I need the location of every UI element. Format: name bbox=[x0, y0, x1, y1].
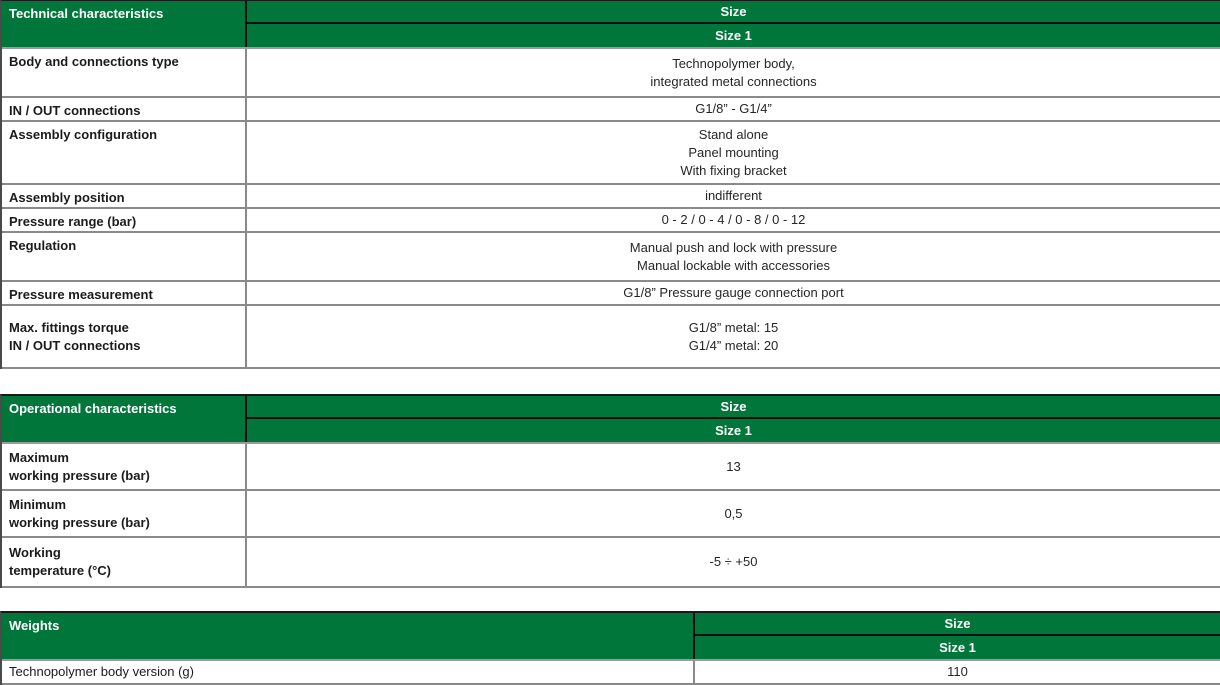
table-row: Pressure range (bar) 0 - 2 / 0 - 4 / 0 -… bbox=[2, 209, 1220, 233]
row-value: Stand alone Panel mounting With fixing b… bbox=[680, 126, 787, 178]
row-label: Pressure measurement bbox=[2, 282, 247, 304]
row-value: Technopolymer body, integrated metal con… bbox=[650, 55, 817, 89]
row-value: 0 - 2 / 0 - 4 / 0 - 8 / 0 - 12 bbox=[661, 212, 806, 227]
table-row: Working temperature (°C) -5 ÷ +50 bbox=[2, 538, 1220, 588]
table-title: Technical characteristics bbox=[2, 1, 247, 47]
size1-column-subheader: Size 1 bbox=[939, 640, 976, 655]
row-value: G1/8” - G1/4” bbox=[695, 101, 772, 116]
table-header: Technical characteristics Size Size 1 bbox=[2, 1, 1220, 49]
row-value: indifferent bbox=[705, 188, 762, 203]
table-row: Regulation Manual push and lock with pre… bbox=[2, 233, 1220, 282]
table-row: Assembly configuration Stand alone Panel… bbox=[2, 122, 1220, 185]
row-value: 0,5 bbox=[724, 505, 743, 521]
row-label: Assembly position bbox=[2, 185, 247, 207]
table-row: Technopolymer body version (g) 110 bbox=[2, 661, 1220, 685]
row-label: Body and connections type bbox=[2, 49, 247, 96]
row-value: G1/8” Pressure gauge connection port bbox=[623, 285, 844, 300]
table-row: Body and connections type Technopolymer … bbox=[2, 49, 1220, 98]
row-label: Minimum working pressure (bar) bbox=[2, 491, 247, 536]
table-row: Max. fittings torque IN / OUT connection… bbox=[2, 306, 1220, 369]
table-row: Maximum working pressure (bar) 13 bbox=[2, 444, 1220, 491]
row-value: 110 bbox=[947, 664, 968, 679]
row-value: 13 bbox=[726, 458, 741, 474]
technical-characteristics-table: Technical characteristics Size Size 1 Bo… bbox=[0, 0, 1220, 369]
size-header-group: Size Size 1 bbox=[247, 396, 1220, 442]
table-header: Operational characteristics Size Size 1 bbox=[2, 396, 1220, 444]
table-row: Minimum working pressure (bar) 0,5 bbox=[2, 491, 1220, 538]
size-column-header: Size bbox=[247, 1, 1220, 24]
table-header: Weights Size Size 1 bbox=[2, 613, 1220, 661]
size-header-group: Size Size 1 bbox=[247, 1, 1220, 47]
size1-column-subheader: Size 1 bbox=[715, 423, 752, 438]
row-label: Working temperature (°C) bbox=[2, 538, 247, 586]
row-label: Pressure range (bar) bbox=[2, 209, 247, 231]
weights-table: Weights Size Size 1 Technopolymer body v… bbox=[0, 611, 1220, 685]
row-value: Manual push and lock with pressure Manua… bbox=[629, 239, 838, 273]
size-column-header: Size bbox=[247, 396, 1220, 419]
row-label: IN / OUT connections bbox=[2, 98, 247, 120]
size-column-header: Size bbox=[695, 613, 1220, 636]
row-label: Regulation bbox=[2, 233, 247, 280]
table-row: Assembly position indifferent bbox=[2, 185, 1220, 209]
table-row: IN / OUT connections G1/8” - G1/4” bbox=[2, 98, 1220, 122]
table-title: Operational characteristics bbox=[2, 396, 247, 442]
table-title: Weights bbox=[2, 613, 695, 659]
row-label: Technopolymer body version (g) bbox=[2, 661, 695, 683]
size1-column-subheader: Size 1 bbox=[715, 28, 752, 43]
size-header-group: Size Size 1 bbox=[695, 613, 1220, 659]
row-label: Max. fittings torque IN / OUT connection… bbox=[2, 306, 247, 367]
row-label: Maximum working pressure (bar) bbox=[2, 444, 247, 489]
row-value: G1/8” metal: 15 G1/4” metal: 20 bbox=[688, 319, 779, 353]
row-label: Assembly configuration bbox=[2, 122, 247, 183]
row-value: -5 ÷ +50 bbox=[709, 554, 758, 569]
table-row: Pressure measurement G1/8” Pressure gaug… bbox=[2, 282, 1220, 306]
operational-characteristics-table: Operational characteristics Size Size 1 … bbox=[0, 394, 1220, 588]
